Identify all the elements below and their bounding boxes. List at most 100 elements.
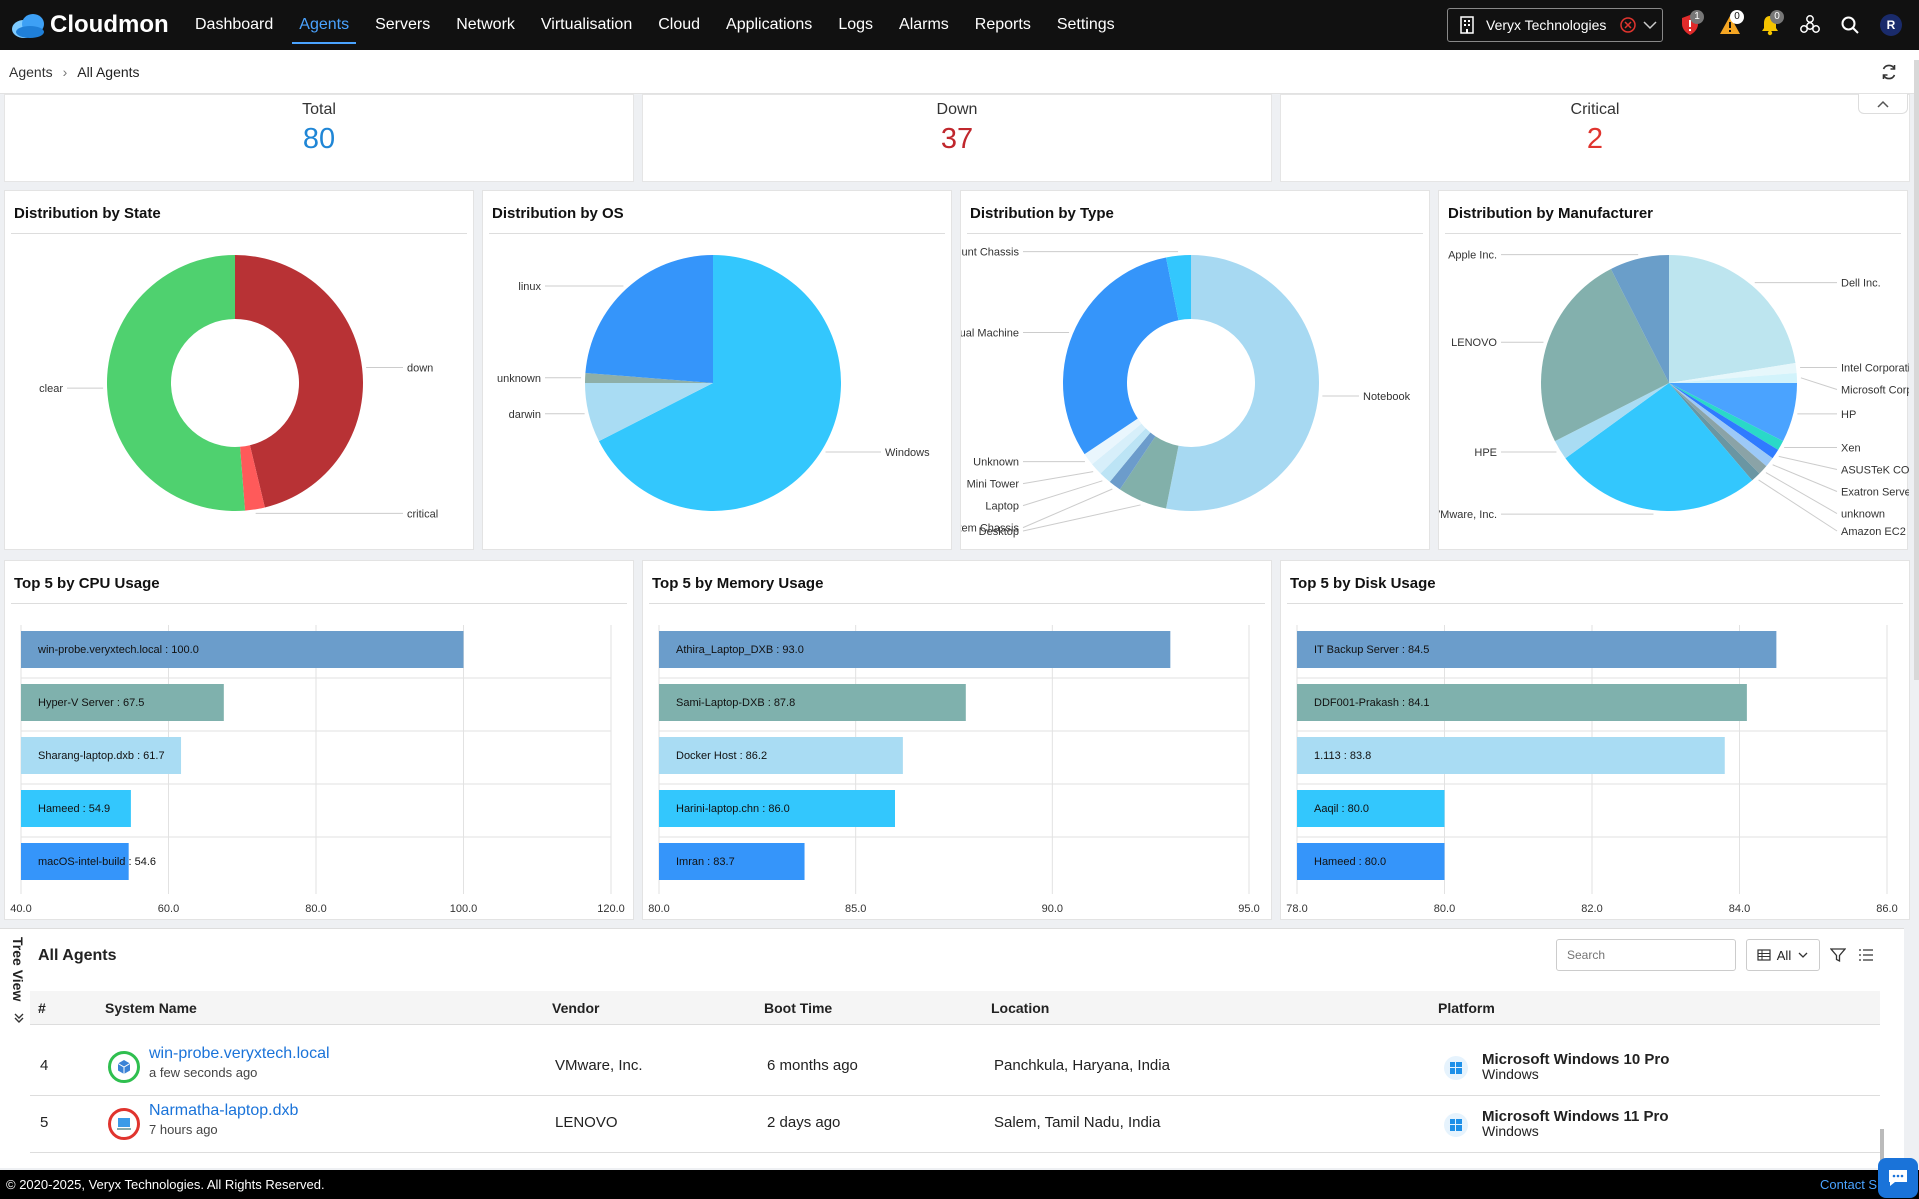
nav-applications[interactable]: Applications: [726, 16, 813, 33]
label-laptop: Laptop: [985, 501, 1019, 513]
col-vendor[interactable]: Vendor: [552, 1000, 600, 1016]
leader-laptop: [1022, 480, 1103, 507]
kpi-total[interactable]: Total 80: [4, 94, 634, 182]
table-scrollbar[interactable]: [1880, 1129, 1884, 1163]
slice-mount-chassis[interactable]: [1166, 255, 1192, 321]
user-avatar[interactable]: R: [1880, 14, 1902, 36]
slice-hpe[interactable]: [1554, 383, 1669, 459]
kpi-critical[interactable]: Critical 2: [1280, 94, 1910, 182]
chat-button[interactable]: [1878, 1158, 1918, 1198]
collapse-kpi-button[interactable]: [1858, 94, 1908, 114]
refresh-icon[interactable]: [1879, 62, 1899, 82]
bar-1-113[interactable]: [1297, 737, 1725, 774]
state-donut-chart: down critical clear: [39, 254, 438, 520]
system-name-link[interactable]: Narmatha-laptop.dxb: [149, 1102, 299, 1119]
slice-clear[interactable]: [106, 254, 246, 511]
bar-win-probe-veryxtech-local[interactable]: [21, 631, 464, 668]
slice-notebook[interactable]: [1166, 255, 1319, 511]
table-row[interactable]: 4 win-probe.veryxtech.local a few second…: [30, 1039, 1880, 1096]
contact-link[interactable]: Contact S: [1820, 1177, 1878, 1192]
bar-aaqil[interactable]: [1297, 790, 1445, 827]
slice-critical[interactable]: [240, 445, 265, 511]
slice-apple-inc[interactable]: [1610, 255, 1670, 383]
label-windows: Windows: [885, 447, 930, 459]
slice-linux[interactable]: [585, 255, 714, 383]
slice-unknown[interactable]: [1669, 383, 1767, 474]
bar-sharang-laptop-dxb[interactable]: [21, 737, 182, 774]
slice-main-system-chassis[interactable]: [1109, 432, 1156, 490]
bar-hameed[interactable]: [1297, 843, 1445, 880]
global-search[interactable]: [1830, 0, 1870, 50]
bar-harini-laptop-chn[interactable]: [659, 790, 895, 827]
slice-laptop[interactable]: [1100, 428, 1151, 482]
column-list-icon[interactable]: [1858, 947, 1874, 963]
slice-unknown[interactable]: [1084, 418, 1142, 465]
slice-windows[interactable]: [598, 255, 841, 512]
breadcrumb-agents[interactable]: Agents: [9, 63, 53, 80]
slice-vmware-inc[interactable]: [1565, 383, 1753, 511]
bar-macos-intel-build[interactable]: [21, 843, 129, 880]
bar-sami-laptop-dxb[interactable]: [659, 684, 966, 721]
slice-down[interactable]: [235, 255, 364, 508]
bar-ddf001-prakash[interactable]: [1297, 684, 1747, 721]
slice-dell-inc[interactable]: [1669, 255, 1796, 383]
label-notebook: Notebook: [1363, 391, 1411, 403]
nav-reports[interactable]: Reports: [974, 16, 1031, 33]
nav-logs[interactable]: Logs: [838, 16, 874, 33]
slice-lenovo[interactable]: [1541, 268, 1669, 442]
nav-dashboard[interactable]: Dashboard: [195, 16, 274, 33]
cloudmon-logo[interactable]: Cloudmon: [10, 0, 170, 50]
col-location[interactable]: Location: [991, 1000, 1050, 1016]
nav-agents[interactable]: Agents: [286, 0, 362, 50]
col-number[interactable]: #: [38, 1000, 46, 1016]
bar-hameed[interactable]: [21, 790, 131, 827]
breadcrumb-current: All Agents: [77, 63, 140, 80]
clear-tenant-icon[interactable]: [1618, 15, 1638, 35]
slice-unknown[interactable]: [585, 372, 713, 383]
system-name-link[interactable]: win-probe.veryxtech.local: [149, 1045, 330, 1062]
bar-it-backup-server[interactable]: [1297, 631, 1777, 668]
col-system-name[interactable]: System Name: [105, 1000, 197, 1016]
agent-search-input[interactable]: [1556, 939, 1736, 971]
nav-cloud[interactable]: Cloud: [658, 16, 701, 33]
nav-virtualisation[interactable]: Virtualisation: [540, 16, 633, 33]
double-chevron-down-icon[interactable]: [12, 1011, 26, 1025]
bar-hyper-v-server[interactable]: [21, 684, 224, 721]
label-unknown: Unknown: [973, 457, 1019, 469]
slice-xen[interactable]: [1669, 383, 1784, 450]
nav-alarms[interactable]: Alarms: [899, 16, 949, 33]
nav-servers[interactable]: Servers: [375, 16, 431, 33]
col-platform[interactable]: Platform: [1438, 1000, 1495, 1016]
nav-network[interactable]: Network: [456, 16, 515, 33]
chevron-up-icon: [1877, 100, 1889, 108]
nav-settings[interactable]: Settings: [1056, 16, 1115, 33]
chevron-down-icon: [1798, 952, 1808, 958]
view-filter-value: All: [1776, 947, 1792, 963]
col-boot-time[interactable]: Boot Time: [764, 1000, 833, 1016]
slice-exatron-servers-ma[interactable]: [1669, 383, 1773, 467]
security-alerts[interactable]: 1: [1670, 0, 1710, 50]
notifications[interactable]: 0: [1750, 0, 1790, 50]
slice-microsoft-corporat[interactable]: [1669, 372, 1797, 384]
filter-icon[interactable]: [1830, 947, 1846, 963]
bar-label: Harini-laptop.chn : 86.0: [676, 803, 790, 815]
slice-virtual-machine[interactable]: [1063, 257, 1179, 455]
kpi-down[interactable]: Down 37: [642, 94, 1272, 182]
bar-docker-host[interactable]: [659, 737, 903, 774]
integrations[interactable]: [1790, 0, 1830, 50]
tenant-selector[interactable]: Veryx Technologies: [1447, 8, 1663, 42]
slice-asustek-compute[interactable]: [1669, 383, 1779, 459]
page-scrollbar[interactable]: [1914, 60, 1919, 680]
slice-desktop[interactable]: [1119, 436, 1179, 509]
warning-alerts[interactable]: 0: [1710, 0, 1750, 50]
slice-intel-corporation[interactable]: [1669, 362, 1797, 383]
view-filter-select[interactable]: All: [1746, 939, 1820, 971]
bar-athira-laptop-dxb[interactable]: [659, 631, 1171, 668]
table-row[interactable]: 5 Narmatha-laptop.dxb 7 hours ago LENOVO…: [30, 1096, 1880, 1153]
bar-imran[interactable]: [659, 843, 805, 880]
slice-darwin[interactable]: [585, 382, 713, 442]
slice-hp[interactable]: [1669, 383, 1797, 442]
slice-mini-tower[interactable]: [1092, 423, 1146, 474]
chevron-down-icon[interactable]: [1638, 15, 1662, 35]
slice-amazon-ec2[interactable]: [1669, 383, 1760, 481]
